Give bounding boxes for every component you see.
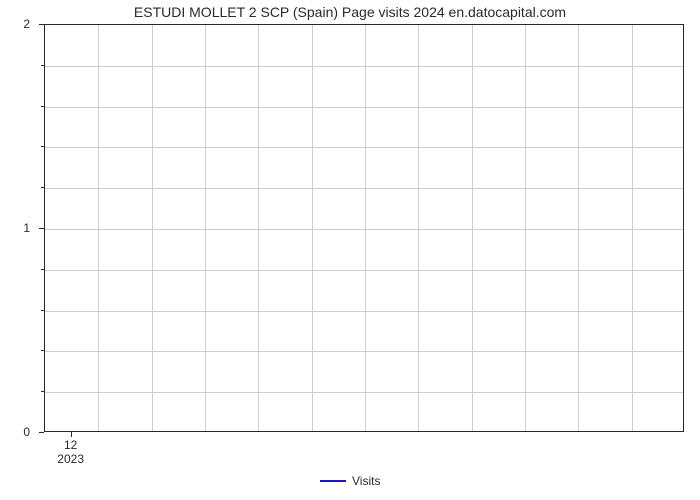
y-tick-mark (39, 24, 44, 25)
y-tick-label: 2 (14, 17, 30, 31)
y-minor-tick-mark (41, 391, 44, 392)
v-gridline (258, 25, 259, 431)
v-gridline (312, 25, 313, 431)
y-tick-label: 1 (14, 221, 30, 235)
y-tick-mark (39, 228, 44, 229)
y-minor-tick-mark (41, 187, 44, 188)
legend-line (320, 480, 346, 482)
h-gridline (45, 66, 683, 67)
x-tick-mark (71, 432, 72, 437)
y-minor-tick-mark (41, 65, 44, 66)
y-minor-tick-mark (41, 310, 44, 311)
h-gridline (45, 188, 683, 189)
y-minor-tick-mark (41, 350, 44, 351)
v-gridline (525, 25, 526, 431)
h-gridline (45, 229, 683, 230)
h-gridline (45, 147, 683, 148)
x-tick-label-month: 12 (64, 438, 77, 452)
legend: Visits (320, 474, 380, 488)
v-gridline (578, 25, 579, 431)
v-gridline (152, 25, 153, 431)
y-minor-tick-mark (41, 146, 44, 147)
h-gridline (45, 107, 683, 108)
chart-title: ESTUDI MOLLET 2 SCP (Spain) Page visits … (0, 4, 700, 20)
v-gridline (632, 25, 633, 431)
v-gridline (418, 25, 419, 431)
h-gridline (45, 392, 683, 393)
v-gridline (98, 25, 99, 431)
h-gridline (45, 351, 683, 352)
v-gridline (205, 25, 206, 431)
y-tick-mark (39, 432, 44, 433)
y-minor-tick-mark (41, 106, 44, 107)
y-minor-tick-mark (41, 269, 44, 270)
plot-area (44, 24, 684, 432)
h-gridline (45, 270, 683, 271)
x-tick-label-year: 2023 (57, 452, 84, 466)
y-tick-label: 0 (14, 425, 30, 439)
v-gridline (365, 25, 366, 431)
v-gridline (472, 25, 473, 431)
h-gridline (45, 311, 683, 312)
legend-label: Visits (352, 474, 380, 488)
